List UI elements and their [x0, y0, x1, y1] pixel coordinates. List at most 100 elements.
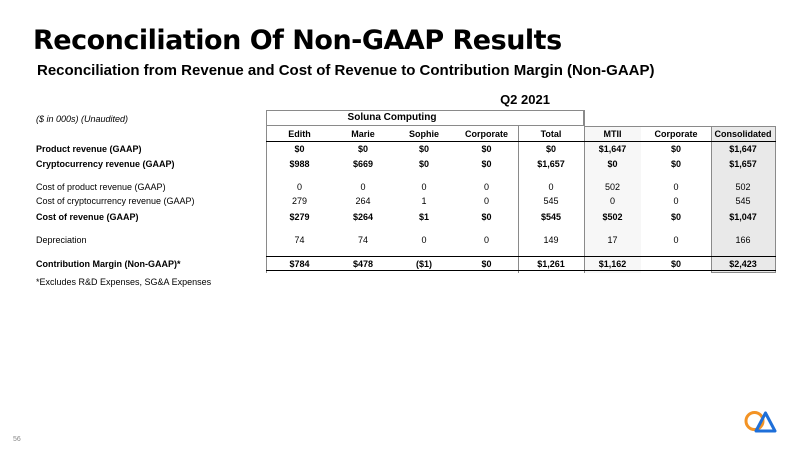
cell-sophie: $0 [418, 144, 429, 154]
cell-consolidated: $1,647 [729, 144, 757, 154]
cell-corporate-2: $0 [670, 259, 681, 269]
row-label: Depreciation [36, 235, 87, 245]
cell-marie: 264 [355, 196, 371, 206]
table-row: Depreciation 74 74 0 0 149 17 0 166 [0, 233, 800, 247]
cell-consolidated: 502 [735, 182, 751, 192]
grid-line [266, 110, 267, 273]
table-row: Cost of revenue (GAAP) $279 $264 $1 $0 $545 $5… [0, 210, 800, 224]
cell-corporate-2: 0 [673, 235, 679, 245]
column-header-row: Edith Marie Sophie Corporate Total MTII … [0, 127, 800, 141]
col-header-marie: Marie [351, 129, 375, 139]
cell-corporate: 0 [483, 235, 489, 245]
logo-triangle [754, 411, 777, 433]
cell-mtii: $1,647 [598, 144, 627, 154]
mtii-column-shading [584, 127, 641, 273]
cell-mtii: $1,162 [598, 259, 627, 269]
grid-line [775, 126, 776, 273]
row-label: Product revenue (GAAP) [36, 144, 142, 154]
table-row: Cost of cryptocurrency revenue (GAAP) 279… [0, 194, 800, 208]
cell-marie: $0 [357, 144, 368, 154]
grid-line [711, 126, 712, 273]
cell-total: $545 [540, 212, 562, 222]
cell-total: 0 [548, 182, 554, 192]
cell-corporate: 0 [483, 196, 489, 206]
cell-sophie: $1 [418, 212, 429, 222]
cell-mtii: $0 [607, 159, 618, 169]
cell-consolidated: $1,657 [729, 159, 757, 169]
total-line-bottom [266, 270, 776, 271]
col-header-sophie: Sophie [408, 129, 439, 139]
cell-corporate: 0 [483, 182, 489, 192]
logo-circle [744, 411, 765, 431]
col-header-mtii: MTII [603, 129, 622, 139]
page-title: Reconciliation Of Non-GAAP Results [33, 25, 562, 56]
cell-total: $0 [545, 144, 556, 154]
period-label: Q2 2021 [500, 92, 550, 107]
cell-edith: 74 [294, 235, 305, 245]
col-header-total: Total [540, 129, 562, 139]
cell-consolidated: 166 [735, 235, 751, 245]
total-line-top [266, 256, 776, 257]
row-label: Contribution Margin (Non-GAAP)* [36, 259, 181, 269]
cell-sophie: ($1) [415, 259, 432, 269]
cell-marie: $669 [352, 159, 374, 169]
cell-corporate-2: 0 [673, 182, 679, 192]
table-top-border [584, 126, 776, 127]
table-row: Product revenue (GAAP) $0 $0 $0 $0 $0 $1,647 $0… [0, 142, 800, 156]
grid-line [518, 126, 519, 273]
cell-sophie: 0 [421, 235, 427, 245]
cell-corporate: $0 [481, 212, 492, 222]
col-header-corporate-2: Corporate [654, 129, 698, 139]
table-row: Contribution Margin (Non-GAAP)* $784 $478 (… [0, 257, 800, 271]
cell-marie: $264 [352, 212, 374, 222]
cell-edith: 279 [291, 196, 308, 206]
row-label: Cost of cryptocurrency revenue (GAAP) [36, 196, 195, 206]
cell-consolidated: 545 [735, 196, 751, 206]
segment-label: Soluna Computing [347, 112, 437, 123]
soluna-logo-icon [744, 411, 777, 433]
row-label: Cost of product revenue (GAAP) [36, 182, 166, 192]
cell-mtii: 502 [604, 182, 621, 192]
cell-mtii: $502 [602, 212, 623, 222]
cell-mtii: 17 [607, 235, 618, 245]
cell-edith: $0 [294, 144, 305, 154]
grid-line [584, 110, 585, 273]
col-header-edith: Edith [288, 129, 311, 139]
consolidated-bottom-border [711, 272, 776, 273]
cell-total: 545 [543, 196, 559, 206]
cell-corporate: $0 [481, 144, 492, 154]
cell-total: 149 [543, 235, 559, 245]
cell-edith: $784 [289, 259, 310, 269]
cell-sophie: 1 [421, 196, 427, 206]
col-header-corporate: Corporate [464, 129, 508, 139]
cell-edith: $279 [289, 212, 310, 222]
table-row: Cost of product revenue (GAAP) 0 0 0 0 0 502 0 5… [0, 180, 800, 194]
cell-edith: $988 [289, 159, 310, 169]
cell-consolidated: $1,047 [729, 212, 757, 222]
consolidated-column-shading [711, 127, 775, 273]
cell-corporate: $0 [481, 159, 492, 169]
page-subtitle: Reconciliation from Revenue and Cost of … [37, 62, 655, 79]
table-row: Cryptocurrency revenue (GAAP) $988 $669 $0 $… [0, 157, 800, 171]
cell-corporate-2: $0 [670, 144, 681, 154]
cell-mtii: 0 [609, 196, 615, 206]
cell-marie: 74 [357, 235, 368, 245]
cell-sophie: 0 [421, 182, 427, 192]
cell-marie: 0 [360, 182, 366, 192]
cell-consolidated: $2,423 [729, 259, 757, 269]
cell-total: $1,657 [537, 159, 565, 169]
header-underline [266, 141, 776, 142]
cell-edith: 0 [296, 182, 302, 192]
page-number: 56 [13, 436, 21, 443]
cell-total: $1,261 [537, 259, 565, 269]
row-label: Cost of revenue (GAAP) [36, 212, 139, 222]
footnote: *Excludes R&D Expenses, SG&A Expenses [36, 277, 212, 287]
cell-corporate-2: 0 [673, 196, 679, 206]
col-header-consolidated: Consolidated [714, 129, 772, 139]
units-note: ($ in 000s) (Unaudited) [36, 114, 129, 124]
cell-corporate-2: $0 [670, 212, 681, 222]
cell-marie: $478 [352, 259, 374, 269]
cell-corporate: $0 [481, 259, 492, 269]
cell-sophie: $0 [418, 159, 429, 169]
row-label: Cryptocurrency revenue (GAAP) [36, 159, 175, 169]
